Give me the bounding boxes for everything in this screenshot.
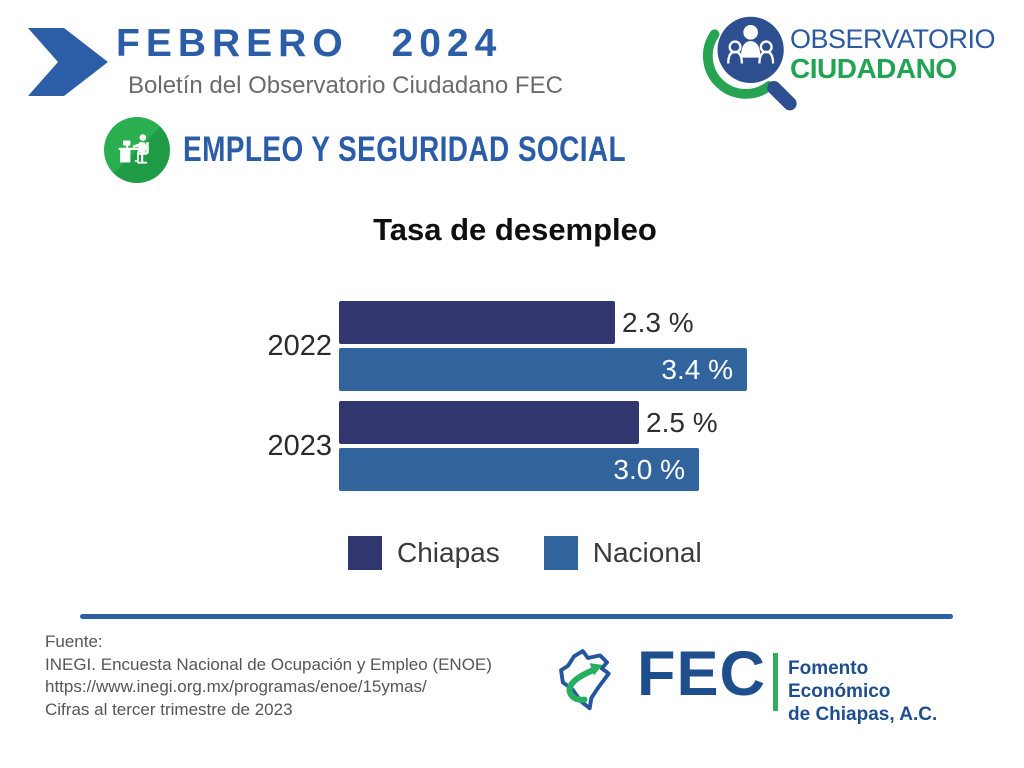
- section-title: EMPLEO Y SEGURIDAD SOCIAL: [183, 130, 627, 169]
- bar-value-label: 2.3 %: [622, 306, 694, 338]
- bar-nacional-2022: 3.4 %: [339, 348, 747, 391]
- bar-chiapas-2022: [339, 301, 615, 344]
- source-label: Fuente:: [45, 632, 103, 651]
- legend-item-chiapas: Chiapas: [348, 536, 500, 570]
- chiapas-map-arrow-icon: [559, 649, 611, 711]
- legend-swatch-nacional: [543, 536, 578, 570]
- fec-logo: FEC Fomento Económico de Chiapas, A.C.: [555, 639, 975, 729]
- source-line-inegi: INEGI. Encuesta Nacional de Ocupación y …: [45, 654, 492, 674]
- category-label-2022: 2022: [267, 329, 332, 362]
- observatorio-ciudadano-logo: OBSERVATORIO CIUDADANO: [700, 8, 1020, 120]
- fec-acronym: FEC: [637, 639, 766, 709]
- legend-label-chiapas: Chiapas: [397, 537, 500, 568]
- bulletin-subtitle: Boletín del Observatorio Ciudadano FEC: [128, 72, 563, 99]
- source-block: Fuente: INEGI. Encuesta Nacional de Ocup…: [45, 631, 492, 721]
- chart-title: Tasa de desempleo: [373, 212, 657, 247]
- bar-nacional-2023: 3.0 %: [339, 448, 699, 491]
- obs-logo-word-observatorio: OBSERVATORIO: [790, 24, 996, 54]
- footer-divider-line: [80, 614, 953, 619]
- magnifier-people-icon: [703, 16, 797, 111]
- fec-name-line2: de Chiapas, A.C.: [788, 704, 938, 725]
- category-label-2023: 2023: [267, 429, 332, 462]
- fec-name-line1: Fomento Económico: [788, 658, 891, 702]
- fec-logo-divider: [773, 653, 778, 711]
- bar-chiapas-2023: [339, 401, 639, 444]
- chart-group-2023: 2023 2.5 % 3.0 %: [262, 401, 747, 491]
- chart-group-2022: 2022 2.3 % 3.4 %: [262, 301, 747, 391]
- bulletin-month-title: FEBRERO 2024: [116, 22, 503, 65]
- bar-value-label: 3.4 %: [661, 353, 733, 385]
- legend-swatch-chiapas: [348, 536, 382, 570]
- legend-item-nacional: Nacional: [543, 536, 702, 570]
- source-line-cifras: Cifras al tercer trimestre de 2023: [45, 699, 293, 719]
- obs-logo-word-ciudadano: CIUDADANO: [790, 53, 957, 84]
- bar-chart: 2022 2.3 % 3.4 % 2023 2.5 % 3.0 %: [262, 301, 747, 501]
- chevron-right-icon: [28, 28, 108, 101]
- source-url: https://www.inegi.org.mx/programas/enoe/…: [45, 677, 427, 696]
- chart-legend: Chiapas Nacional: [348, 536, 702, 570]
- worker-at-desk-icon: [104, 117, 170, 183]
- legend-label-nacional: Nacional: [592, 537, 702, 568]
- bar-value-label: 3.0 %: [613, 453, 685, 485]
- bar-value-label: 2.5 %: [646, 406, 718, 438]
